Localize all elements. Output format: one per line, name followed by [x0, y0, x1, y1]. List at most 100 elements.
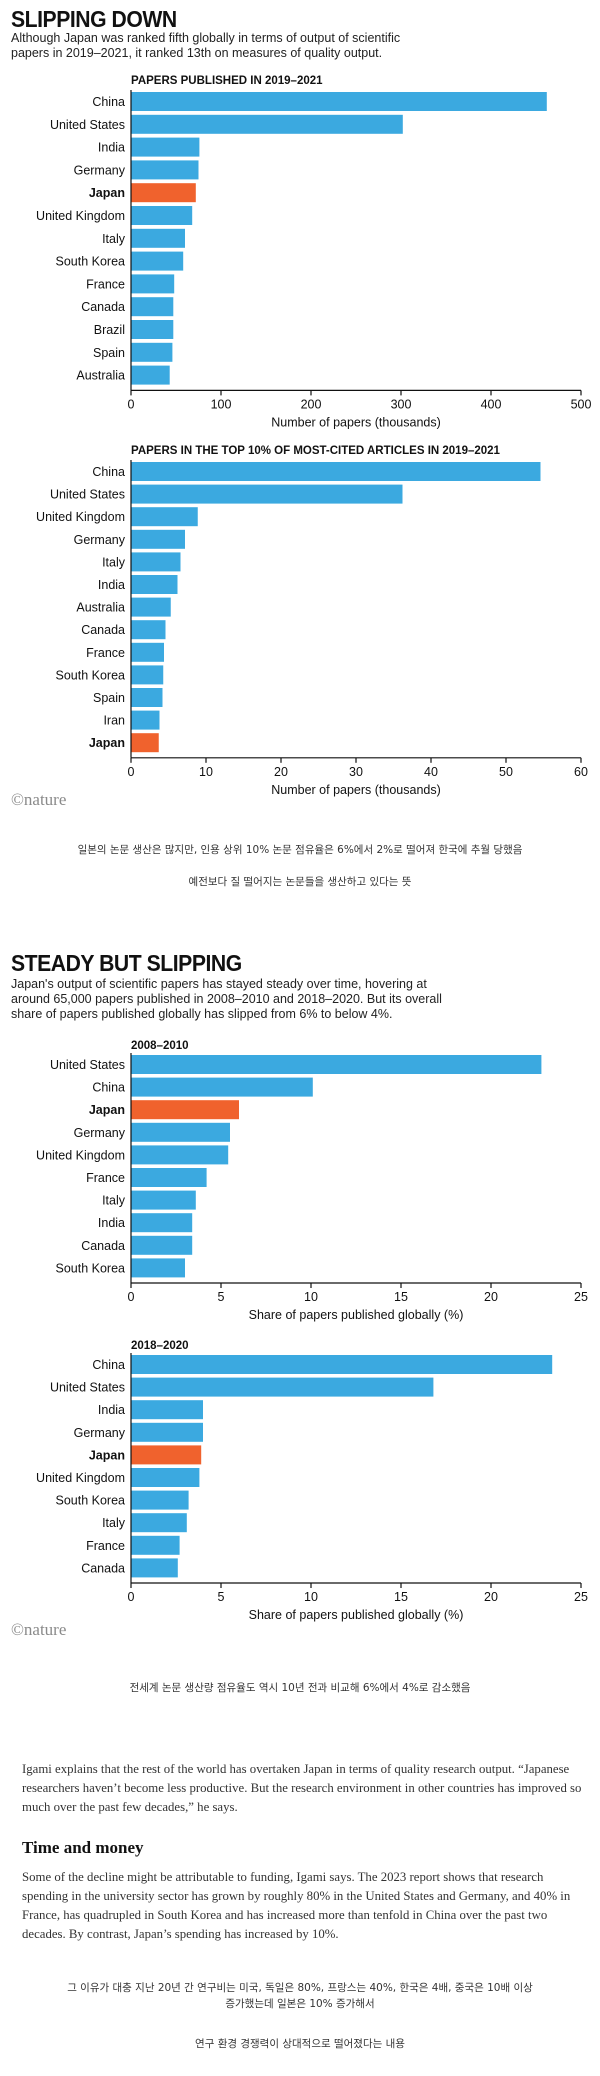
category-label: Japan	[89, 186, 125, 200]
x-tick-label: 0	[128, 765, 135, 779]
bar-china	[131, 1355, 553, 1374]
bar-spain	[131, 342, 173, 362]
bar-china	[131, 1077, 313, 1097]
x-tick-label: 0	[128, 397, 135, 411]
chart-top10-cited: PAPERS IN THE TOP 10% OF MOST-CITED ARTI…	[36, 445, 588, 797]
bar-united-kingdom	[131, 1468, 200, 1487]
bar-india	[131, 1213, 193, 1233]
bar-united-states	[131, 1377, 434, 1397]
bar-china	[131, 462, 541, 481]
bar-united-kingdom	[131, 507, 198, 527]
category-label: United States	[50, 1058, 125, 1072]
category-label: United Kingdom	[36, 209, 125, 223]
x-tick-label: 30	[349, 765, 363, 779]
bar-france	[131, 274, 175, 294]
category-label: India	[98, 141, 125, 155]
x-tick-label: 40	[424, 765, 438, 779]
chart-share-2008-2010: 2008–2010 United States China Japan Germany U…	[36, 1040, 588, 1322]
category-label: Japan	[89, 736, 125, 750]
chart-title: 2008–2010	[131, 1040, 189, 1052]
x-tick-label: 25	[574, 1290, 588, 1304]
korean-note-5: 증가했는데 일본은 10% 증가해서	[225, 1998, 375, 2010]
category-label: United States	[50, 488, 125, 502]
article-paragraph-2: Some of the decline might be attributabl…	[22, 1870, 571, 1941]
category-label: United Kingdom	[36, 1471, 125, 1485]
category-label: China	[92, 465, 125, 479]
chart-papers-published: PAPERS PUBLISHED IN 2019–2021 China United…	[36, 75, 592, 429]
category-label: Italy	[102, 1516, 126, 1530]
category-label: France	[86, 277, 125, 291]
korean-note-6: 연구 환경 경쟁력이 상대적으로 떨어졌다는 내용	[195, 2038, 405, 2050]
korean-note-4: 그 이유가 대충 지난 20년 간 연구비는 미국, 독일은 80%, 프랑스는…	[67, 1982, 533, 1994]
bar-india	[131, 1400, 203, 1420]
category-label: China	[92, 95, 125, 109]
section2-subtitle: Japan's output of scientific papers has …	[11, 977, 442, 1021]
bar-south-korea	[131, 665, 164, 685]
bar-italy	[131, 552, 181, 572]
category-label: India	[98, 1216, 125, 1230]
bar-canada	[131, 1558, 178, 1578]
nature-credit: ©nature	[11, 790, 67, 809]
chart-title: PAPERS PUBLISHED IN 2019–2021	[131, 75, 323, 87]
x-tick-label: 5	[218, 1590, 225, 1604]
category-label: Germany	[74, 163, 126, 177]
category-label: South Korea	[56, 255, 126, 269]
bar-japan	[131, 1445, 202, 1465]
bar-brazil	[131, 320, 174, 339]
bar-france	[131, 1168, 207, 1187]
category-label: France	[86, 1539, 125, 1553]
bar-germany	[131, 1122, 230, 1142]
category-label: Iran	[103, 714, 125, 728]
section2-title: STEADY BUT SLIPPING	[11, 950, 242, 976]
category-label: South Korea	[56, 1494, 126, 1508]
bar-australia	[131, 597, 171, 617]
x-tick-label: 60	[574, 765, 588, 779]
x-tick-label: 15	[394, 1590, 408, 1604]
bar-japan	[131, 733, 159, 753]
bar-canada	[131, 1235, 193, 1255]
x-tick-label: 50	[499, 765, 513, 779]
x-tick-label: 10	[199, 765, 213, 779]
category-label: Germany	[74, 1426, 126, 1440]
bar-germany	[131, 160, 199, 180]
bar-germany	[131, 529, 185, 549]
chart-title: 2018–2020	[131, 1340, 189, 1352]
x-tick-label: 100	[211, 397, 232, 411]
bar-france	[131, 1535, 180, 1555]
bar-italy	[131, 228, 185, 248]
x-tick-label: 500	[571, 397, 592, 411]
chart-title: PAPERS IN THE TOP 10% OF MOST-CITED ARTI…	[131, 445, 501, 457]
bar-united-kingdom	[131, 206, 193, 225]
category-label: South Korea	[56, 668, 126, 682]
x-axis-label: Number of papers (thousands)	[271, 783, 441, 797]
category-label: Germany	[74, 533, 126, 547]
bar-south-korea	[131, 1258, 185, 1278]
x-axis-label: Share of papers published globally (%)	[249, 1308, 464, 1322]
category-label: Spain	[93, 691, 125, 705]
x-tick-label: 0	[128, 1290, 135, 1304]
category-label: France	[86, 1171, 125, 1185]
category-label: Australia	[76, 601, 125, 615]
category-label: Canada	[81, 623, 125, 637]
bar-china	[131, 92, 547, 111]
category-label: Italy	[102, 555, 126, 569]
korean-note-1: 일본의 논문 생산은 많지만, 인용 상위 10% 논문 점유율은 6%에서 2…	[77, 844, 523, 856]
category-label: United States	[50, 1381, 125, 1395]
bar-germany	[131, 1422, 203, 1442]
section1-subtitle: Although Japan was ranked fifth globally…	[11, 31, 401, 60]
category-label: Canada	[81, 1561, 125, 1575]
korean-note-2: 예전보다 질 떨어지는 논문들을 생산하고 있다는 뜻	[188, 876, 412, 888]
category-label: Australia	[76, 369, 125, 383]
x-tick-label: 20	[484, 1590, 498, 1604]
category-label: United Kingdom	[36, 1148, 125, 1162]
category-label: China	[92, 1358, 125, 1372]
bar-united-states	[131, 484, 403, 504]
x-tick-label: 25	[574, 1590, 588, 1604]
x-tick-label: 20	[484, 1290, 498, 1304]
bar-japan	[131, 1100, 239, 1120]
bar-india	[131, 575, 178, 594]
bar-spain	[131, 688, 163, 707]
category-label: Brazil	[94, 323, 125, 337]
bar-united-kingdom	[131, 1145, 229, 1165]
x-tick-label: 200	[301, 397, 322, 411]
